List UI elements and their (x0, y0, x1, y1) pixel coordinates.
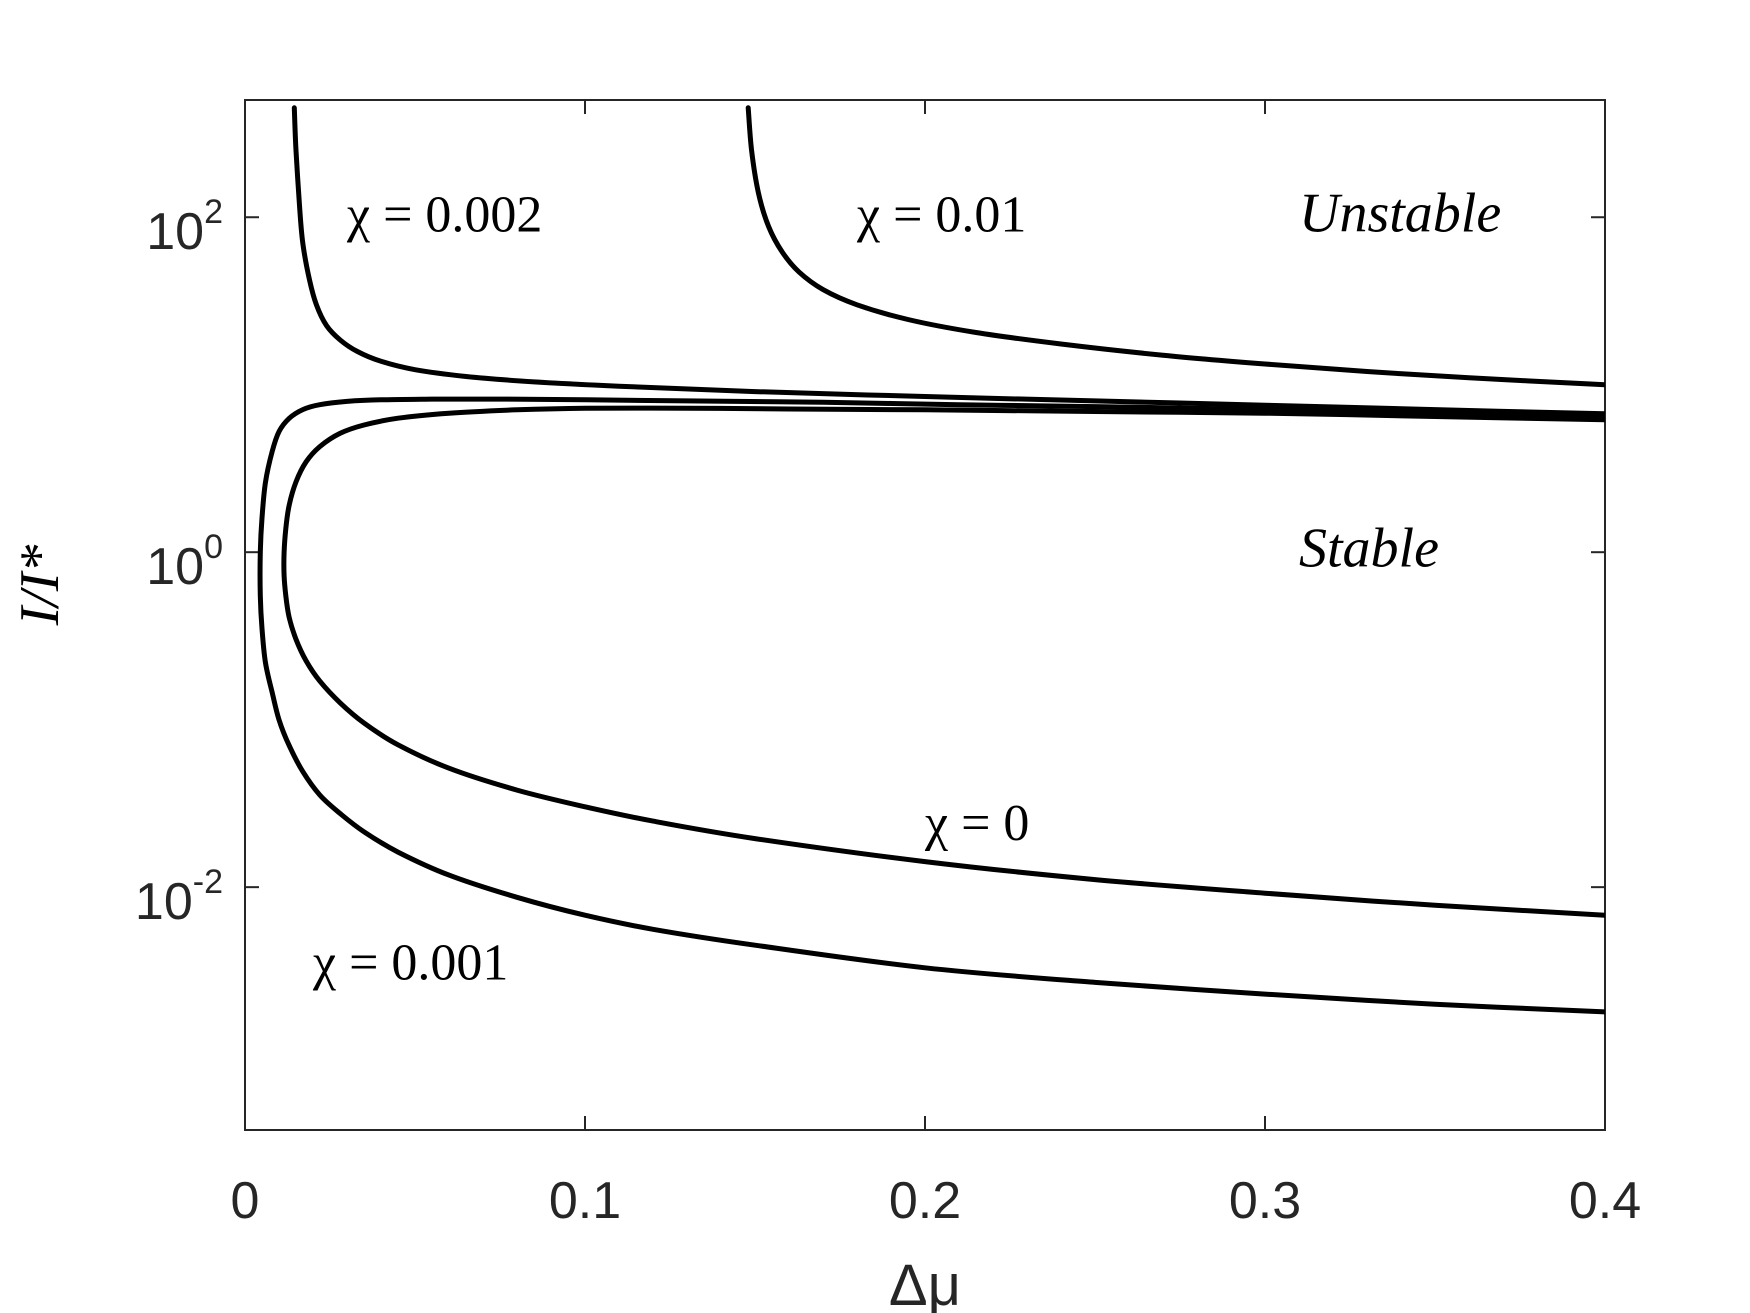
series-label: χ = 0.002 (346, 187, 542, 244)
y-axis-label: I/I* (9, 545, 71, 627)
y-tick-exponent: 0 (204, 528, 223, 566)
x-tick-label: 0.3 (1229, 1172, 1301, 1230)
series-label: χ = 0 (924, 795, 1029, 852)
y-tick-exponent: 2 (204, 193, 223, 231)
region-label: Unstable (1299, 183, 1501, 245)
x-tick-label: 0.1 (549, 1172, 621, 1230)
series-curve (745, 105, 1605, 388)
y-tick-base: 10 (135, 873, 193, 931)
x-tick-label: 0 (231, 1172, 260, 1230)
y-tick-exponent: -2 (193, 863, 223, 901)
series-label: χ = 0.01 (856, 187, 1026, 244)
y-tick-label: 100 (146, 528, 223, 596)
series-curve (257, 396, 1605, 1015)
x-axis-ticks: 0 0.1 0.2 0.3 0.4 (231, 100, 1641, 1230)
x-axis-label: Δμ (889, 1253, 961, 1313)
annotations: χ = 0 χ = 0.001 χ = 0.002 χ = 0.01 Unstable S… (312, 183, 1501, 992)
y-tick-base: 10 (146, 203, 204, 261)
curves (257, 105, 1605, 1015)
series-curve (281, 405, 1605, 918)
y-tick-label: 102 (146, 193, 223, 261)
y-tick-label: 10-2 (135, 863, 223, 931)
region-label: Stable (1299, 518, 1439, 580)
y-tick-base: 10 (146, 538, 204, 596)
x-tick-label: 0.2 (889, 1172, 961, 1230)
series-label: χ = 0.001 (312, 934, 508, 991)
x-tick-label: 0.4 (1569, 1172, 1641, 1230)
series-curve (291, 105, 1605, 417)
